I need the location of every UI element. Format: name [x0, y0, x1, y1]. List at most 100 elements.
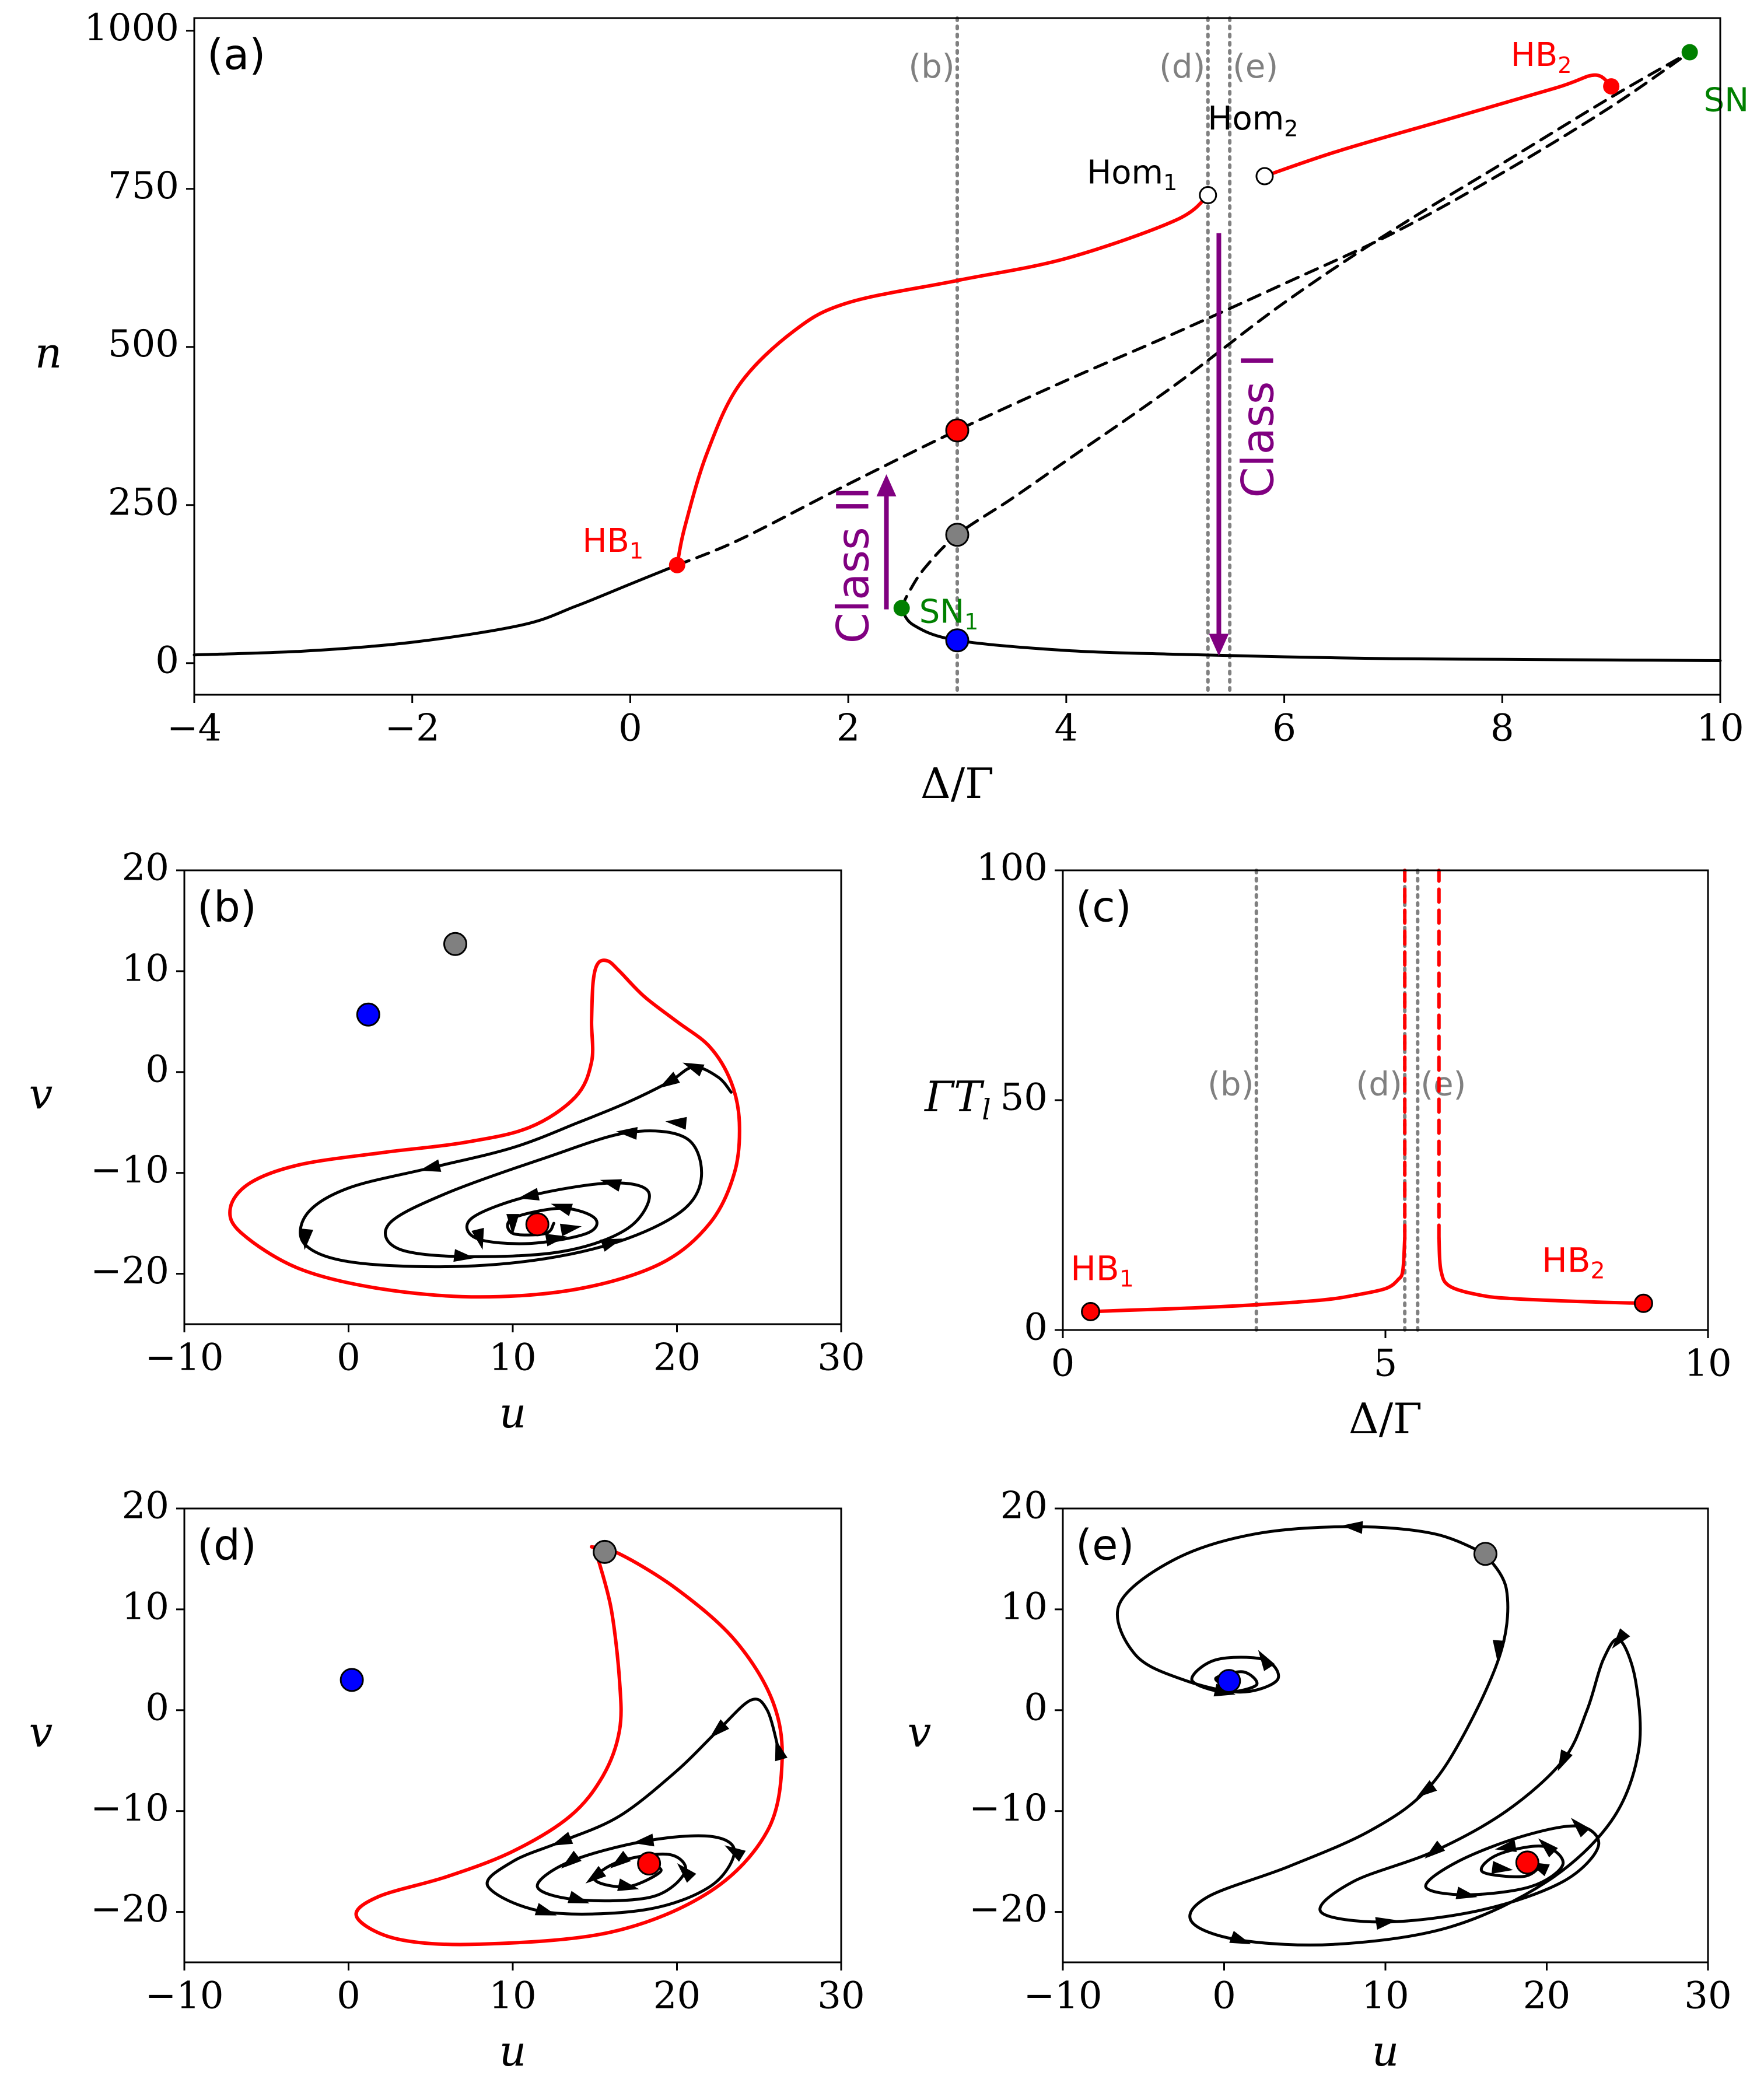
- y-tick-label: −10: [969, 1787, 1048, 1830]
- x-tick-label: 0: [337, 1336, 360, 1380]
- y-tick-label: 750: [108, 164, 179, 208]
- y-tick-label: −10: [90, 1787, 169, 1830]
- flow-arrow: [617, 1878, 639, 1891]
- point-hb1: [668, 556, 685, 573]
- point-red: [637, 1852, 662, 1876]
- x-tick-label: 10: [489, 1336, 536, 1380]
- y-tick-label: 10: [1000, 1585, 1048, 1628]
- y-tick-label: 250: [108, 481, 179, 524]
- panel-b-phase-portrait: −10 0 10 20 30 −20 −10 0 10 20 u v (b): [29, 846, 865, 1438]
- y-axis-label: v: [29, 1707, 53, 1756]
- flow-arrow: [1612, 1628, 1630, 1649]
- y-tick-label: 0: [155, 639, 179, 682]
- class-arrow-head: [1209, 634, 1229, 656]
- x-tick-label: 2: [836, 707, 860, 750]
- point-label-hb1-subscript: 1: [1119, 1265, 1134, 1292]
- panel-label: (b): [197, 883, 257, 932]
- point-hom1: [1199, 186, 1217, 205]
- y-tick-label: −10: [90, 1149, 169, 1192]
- y-axis-label: v: [29, 1069, 53, 1118]
- x-tick-label: 10: [489, 1975, 536, 2018]
- x-tick-label: 8: [1490, 707, 1514, 750]
- point-state-blue: [945, 628, 970, 653]
- point-label-hb2-subscript: 2: [1591, 1257, 1605, 1284]
- point-hb2: [1603, 78, 1620, 95]
- x-tick-label: 10: [1362, 1975, 1409, 2018]
- class-arrow-head: [876, 474, 897, 496]
- x-tick-label: −10: [145, 1975, 223, 2018]
- plot-frame: [183, 1507, 842, 1964]
- x-axis-label: u: [1372, 2027, 1399, 2076]
- x-tick-label: 30: [1684, 1975, 1731, 2018]
- flow-arrow: [600, 1179, 622, 1192]
- point-blue: [356, 1002, 380, 1027]
- flow-arrow: [600, 1238, 622, 1252]
- series-period-second-: [1437, 1236, 1646, 1306]
- x-tick-label: 10: [1696, 707, 1744, 750]
- series-trajectories: [485, 1698, 780, 1916]
- x-tick-label: −10: [1023, 1975, 1102, 2018]
- x-axis-label: Δ/Γ: [1349, 1394, 1422, 1443]
- series-unstable-middle-branch: [676, 51, 1692, 567]
- point-gray: [443, 932, 467, 956]
- point-label-sn1-subscript: 1: [964, 609, 978, 635]
- guide-label-e: (e): [1233, 48, 1278, 86]
- flow-arrow: [551, 1203, 573, 1216]
- x-tick-label: 5: [1374, 1342, 1398, 1385]
- flow-arrow: [1558, 1749, 1573, 1772]
- series-limit-cycle-max-second-: [1262, 73, 1614, 178]
- guide-label-d: (d): [1159, 48, 1205, 86]
- y-tick-label: 0: [1024, 1306, 1048, 1349]
- flow-arrow: [1455, 1887, 1478, 1899]
- x-axis-label: u: [499, 2027, 526, 2076]
- point-gray: [1473, 1542, 1497, 1566]
- panel-e-phase-portrait: −10 0 10 20 30 −20 −10 0 10 20 u v (e): [908, 1485, 1732, 2076]
- x-tick-label: 0: [337, 1975, 360, 2018]
- x-tick-label: 20: [653, 1975, 701, 2018]
- flow-arrow: [1571, 1818, 1590, 1838]
- flow-arrow: [1375, 1917, 1397, 1930]
- y-tick-label: −20: [90, 1250, 169, 1293]
- point-label-hom2-subscript: 2: [1284, 116, 1298, 141]
- x-tick-label: −2: [385, 707, 440, 750]
- flow-arrow: [471, 1227, 484, 1250]
- guide-label-d: (d): [1356, 1066, 1402, 1104]
- point-label-hb2: HB2: [1511, 36, 1572, 78]
- y-axis-label: ΓTl: [923, 1072, 991, 1126]
- point-state-gray: [945, 523, 970, 547]
- y-axis-label: n: [35, 328, 62, 377]
- x-tick-label: −4: [167, 707, 222, 750]
- x-tick-label: 20: [653, 1336, 701, 1380]
- y-tick-label: 0: [1024, 1686, 1048, 1729]
- x-tick-label: 20: [1523, 1975, 1570, 2018]
- flow-arrow: [453, 1249, 475, 1262]
- y-axis-label-subscript: l: [982, 1093, 991, 1126]
- y-tick-label: 0: [145, 1048, 169, 1091]
- x-tick-label: 4: [1054, 707, 1078, 750]
- y-tick-label: 100: [977, 846, 1048, 890]
- x-tick-label: −10: [145, 1336, 223, 1380]
- flow-arrow: [665, 1116, 687, 1130]
- class-label: Class II: [827, 487, 879, 643]
- flow-arrow: [1492, 1640, 1506, 1661]
- panel-a-bifurcation-diagram: (b) (d) (e) Class II Class I HB1 HB2 SN1 SN2 Hom1…: [35, 6, 1750, 808]
- point-label-hom1: Hom1: [1087, 154, 1177, 195]
- x-tick-label: 6: [1272, 707, 1296, 750]
- flow-arrow: [1491, 1861, 1513, 1874]
- x-tick-label: 0: [618, 707, 642, 750]
- point-red: [525, 1212, 550, 1237]
- series-limit-cycle: [228, 958, 741, 1299]
- flow-arrow: [616, 1127, 638, 1140]
- series-trajectories: [299, 1065, 733, 1269]
- flow-arrow: [682, 1062, 705, 1077]
- flow-arrow: [677, 1863, 696, 1883]
- y-axis-label: v: [908, 1707, 932, 1756]
- flow-arrow: [1258, 1650, 1275, 1671]
- guide-label-e: (e): [1420, 1066, 1466, 1104]
- point-label-hb1: HB1: [1070, 1249, 1134, 1293]
- point-label-hb2: HB2: [1542, 1240, 1605, 1284]
- point-hb2: [1633, 1293, 1653, 1313]
- series-stable-lower-branch-right-: [900, 607, 1722, 662]
- series-limit-cycle-max-first-: [675, 193, 1210, 567]
- point-blue: [340, 1668, 364, 1692]
